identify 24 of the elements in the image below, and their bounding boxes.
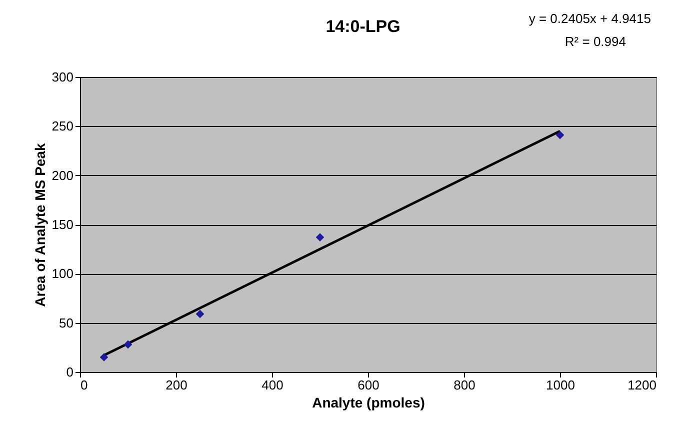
point bbox=[556, 130, 564, 140]
point bbox=[196, 310, 204, 318]
x-tick-label: 1000 bbox=[546, 378, 575, 392]
y-tick-label: 300 bbox=[52, 70, 74, 84]
x-tick-label: 400 bbox=[262, 378, 284, 392]
text: y = 0.2405x + 4.9415 bbox=[528, 11, 651, 26]
x-tick-label: 1200 bbox=[628, 378, 656, 392]
point bbox=[316, 233, 324, 242]
y-tick-label: 200 bbox=[52, 168, 74, 183]
y-tick-label: 150 bbox=[52, 217, 74, 232]
text: R² = 0.994 bbox=[564, 34, 626, 49]
x-axis-title: Analyte (pmoles) bbox=[312, 394, 425, 410]
y-axis-title: Area of Analyte MS Peak bbox=[32, 142, 48, 307]
y-tick-label: 250 bbox=[52, 118, 74, 134]
point bbox=[124, 340, 132, 349]
y-tick-label: 0 bbox=[66, 364, 74, 380]
y-tick-label: 100 bbox=[52, 266, 74, 282]
x-tick-label: 800 bbox=[454, 378, 476, 392]
x-tick-label: 0 bbox=[80, 378, 88, 392]
chart-title: 14:0-LPG bbox=[326, 17, 400, 36]
y-tick-label: 50 bbox=[59, 315, 74, 330]
x-tick-label: 600 bbox=[358, 378, 380, 392]
x-tick-label: 200 bbox=[166, 378, 188, 392]
point bbox=[100, 353, 108, 362]
